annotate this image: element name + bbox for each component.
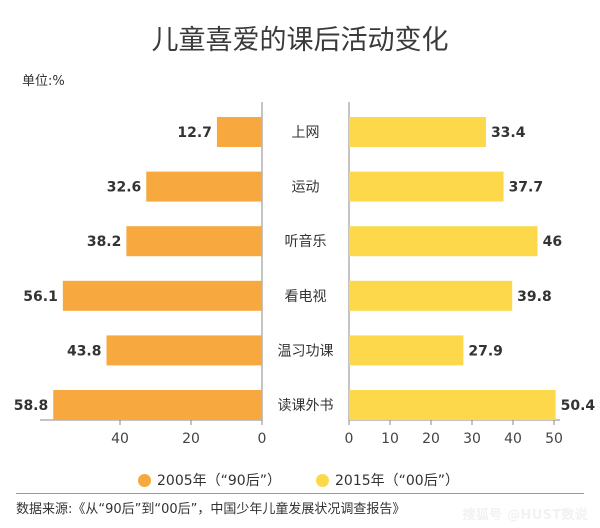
bar-2015 — [349, 280, 513, 311]
data-label-2005: 32.6 — [107, 180, 142, 196]
right-tick-label: 30 — [463, 431, 481, 447]
legend-swatch-2005 — [138, 473, 151, 487]
category-label: 听音乐 — [285, 233, 327, 250]
legend-label-2015: 2015年（“00后”） — [335, 473, 459, 489]
bar-2005 — [126, 226, 262, 257]
data-label-2015: 39.8 — [517, 289, 552, 305]
right-tick-label: 50 — [545, 431, 563, 447]
data-label-2005: 58.8 — [14, 398, 49, 414]
source-note: 数据来源:《从“90后”到“00后”，中国少年儿童发展状况调查报告》 — [16, 502, 406, 517]
legend: 2005年（“90后”） 2015年（“00后”） — [0, 470, 600, 490]
bar-2005 — [62, 280, 262, 311]
data-label-2005: 43.8 — [67, 343, 102, 359]
right-tick-label: 20 — [422, 431, 440, 447]
left-tick-label: 40 — [111, 431, 129, 447]
category-label: 运动 — [292, 180, 320, 196]
right-tick-label: 10 — [381, 431, 399, 447]
data-label-2015: 27.9 — [468, 343, 503, 359]
data-label-2015: 37.7 — [509, 180, 544, 196]
legend-item-2005[interactable]: 2005年（“90后”） — [138, 470, 281, 490]
legend-label-2005: 2005年（“90后”） — [157, 473, 281, 489]
data-label-2015: 50.4 — [561, 398, 596, 414]
unit-label: 单位:% — [22, 74, 65, 89]
data-label-2005: 38.2 — [87, 234, 122, 250]
data-label-2015: 46 — [543, 234, 562, 250]
legend-swatch-2015 — [316, 473, 329, 487]
data-label-2015: 33.4 — [491, 125, 526, 141]
bar-2015 — [349, 335, 464, 366]
footer-divider — [16, 493, 584, 494]
data-label-2005: 56.1 — [23, 289, 58, 305]
category-label: 温习功课 — [278, 343, 334, 359]
bar-2005 — [106, 335, 262, 366]
category-label: 看电视 — [285, 289, 327, 305]
data-label-2005: 12.7 — [177, 125, 212, 141]
category-label: 读课外书 — [278, 397, 334, 414]
left-tick-label: 20 — [182, 431, 200, 447]
bar-2015 — [349, 226, 538, 257]
left-tick-label: 0 — [258, 431, 267, 447]
category-label: 上网 — [292, 125, 320, 141]
right-tick-label: 0 — [345, 431, 354, 447]
bar-2005 — [53, 390, 263, 420]
right-tick-label: 40 — [504, 431, 522, 447]
watermark: 搜狐号 @HUST数说 — [462, 508, 588, 523]
bar-2015 — [349, 171, 504, 202]
chart-title: 儿童喜爱的课后活动变化 — [151, 25, 449, 56]
bar-2015 — [349, 390, 556, 420]
bar-2015 — [349, 117, 486, 147]
bar-2005 — [216, 117, 262, 147]
bar-2005 — [146, 171, 262, 202]
legend-item-2015[interactable]: 2015年（“00后”） — [316, 470, 459, 490]
